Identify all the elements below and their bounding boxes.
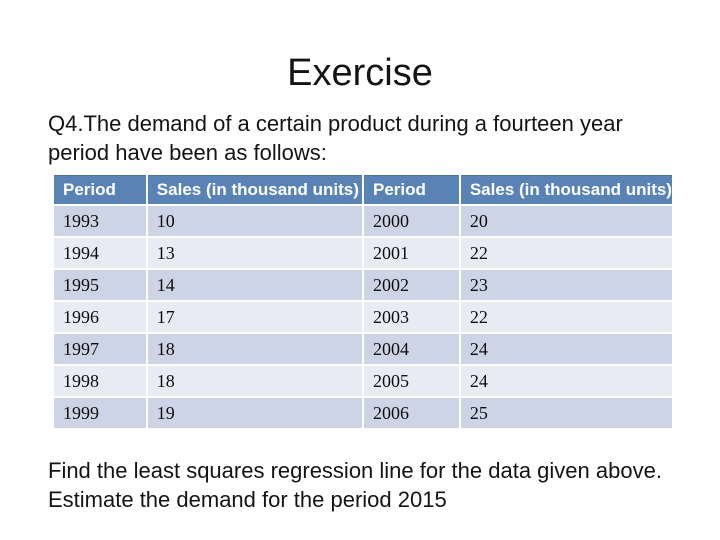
header-sales-1: Sales (in thousand units) <box>147 175 362 204</box>
cell-sales: 22 <box>460 302 672 332</box>
cell-period: 1997 <box>54 334 146 364</box>
cell-period: 2001 <box>363 238 459 268</box>
cell-sales: 20 <box>460 206 672 236</box>
cell-period: 2005 <box>363 366 459 396</box>
table-header-row: Period Sales (in thousand units) Period … <box>54 175 672 204</box>
cell-period: 2004 <box>363 334 459 364</box>
cell-period: 1993 <box>54 206 146 236</box>
cell-period: 1998 <box>54 366 146 396</box>
cell-period: 2003 <box>363 302 459 332</box>
cell-sales: 22 <box>460 238 672 268</box>
table-row: 1993 10 2000 20 <box>54 206 672 236</box>
cell-sales: 24 <box>460 334 672 364</box>
cell-sales: 14 <box>147 270 362 300</box>
table-row: 1998 18 2005 24 <box>54 366 672 396</box>
cell-sales: 19 <box>147 398 362 428</box>
cell-period: 1999 <box>54 398 146 428</box>
cell-sales: 18 <box>147 334 362 364</box>
task-text: Find the least squares regression line f… <box>48 456 698 514</box>
table-row: 1994 13 2001 22 <box>54 238 672 268</box>
cell-sales: 25 <box>460 398 672 428</box>
table-row: 1997 18 2004 24 <box>54 334 672 364</box>
cell-sales: 18 <box>147 366 362 396</box>
cell-sales: 17 <box>147 302 362 332</box>
cell-sales: 23 <box>460 270 672 300</box>
question-text-line1: Q4.The demand of a certain product durin… <box>48 111 623 136</box>
cell-sales: 13 <box>147 238 362 268</box>
cell-period: 2000 <box>363 206 459 236</box>
cell-period: 1994 <box>54 238 146 268</box>
task-text-line2: Estimate the demand for the period 2015 <box>48 487 447 512</box>
table-row: 1995 14 2002 23 <box>54 270 672 300</box>
question-text-line2: period have been as follows: <box>48 140 327 165</box>
cell-sales: 24 <box>460 366 672 396</box>
header-sales-2: Sales (in thousand units) <box>460 175 672 204</box>
header-period-1: Period <box>54 175 146 204</box>
slide-title: Exercise <box>287 52 433 94</box>
table-row: 1996 17 2003 22 <box>54 302 672 332</box>
cell-period: 1996 <box>54 302 146 332</box>
task-text-line1: Find the least squares regression line f… <box>48 458 662 483</box>
cell-sales: 10 <box>147 206 362 236</box>
cell-period: 2002 <box>363 270 459 300</box>
demand-table: Period Sales (in thousand units) Period … <box>52 173 674 430</box>
cell-period: 1995 <box>54 270 146 300</box>
question-text: Q4.The demand of a certain product durin… <box>48 109 688 167</box>
cell-period: 2006 <box>363 398 459 428</box>
table-row: 1999 19 2006 25 <box>54 398 672 428</box>
header-period-2: Period <box>363 175 459 204</box>
